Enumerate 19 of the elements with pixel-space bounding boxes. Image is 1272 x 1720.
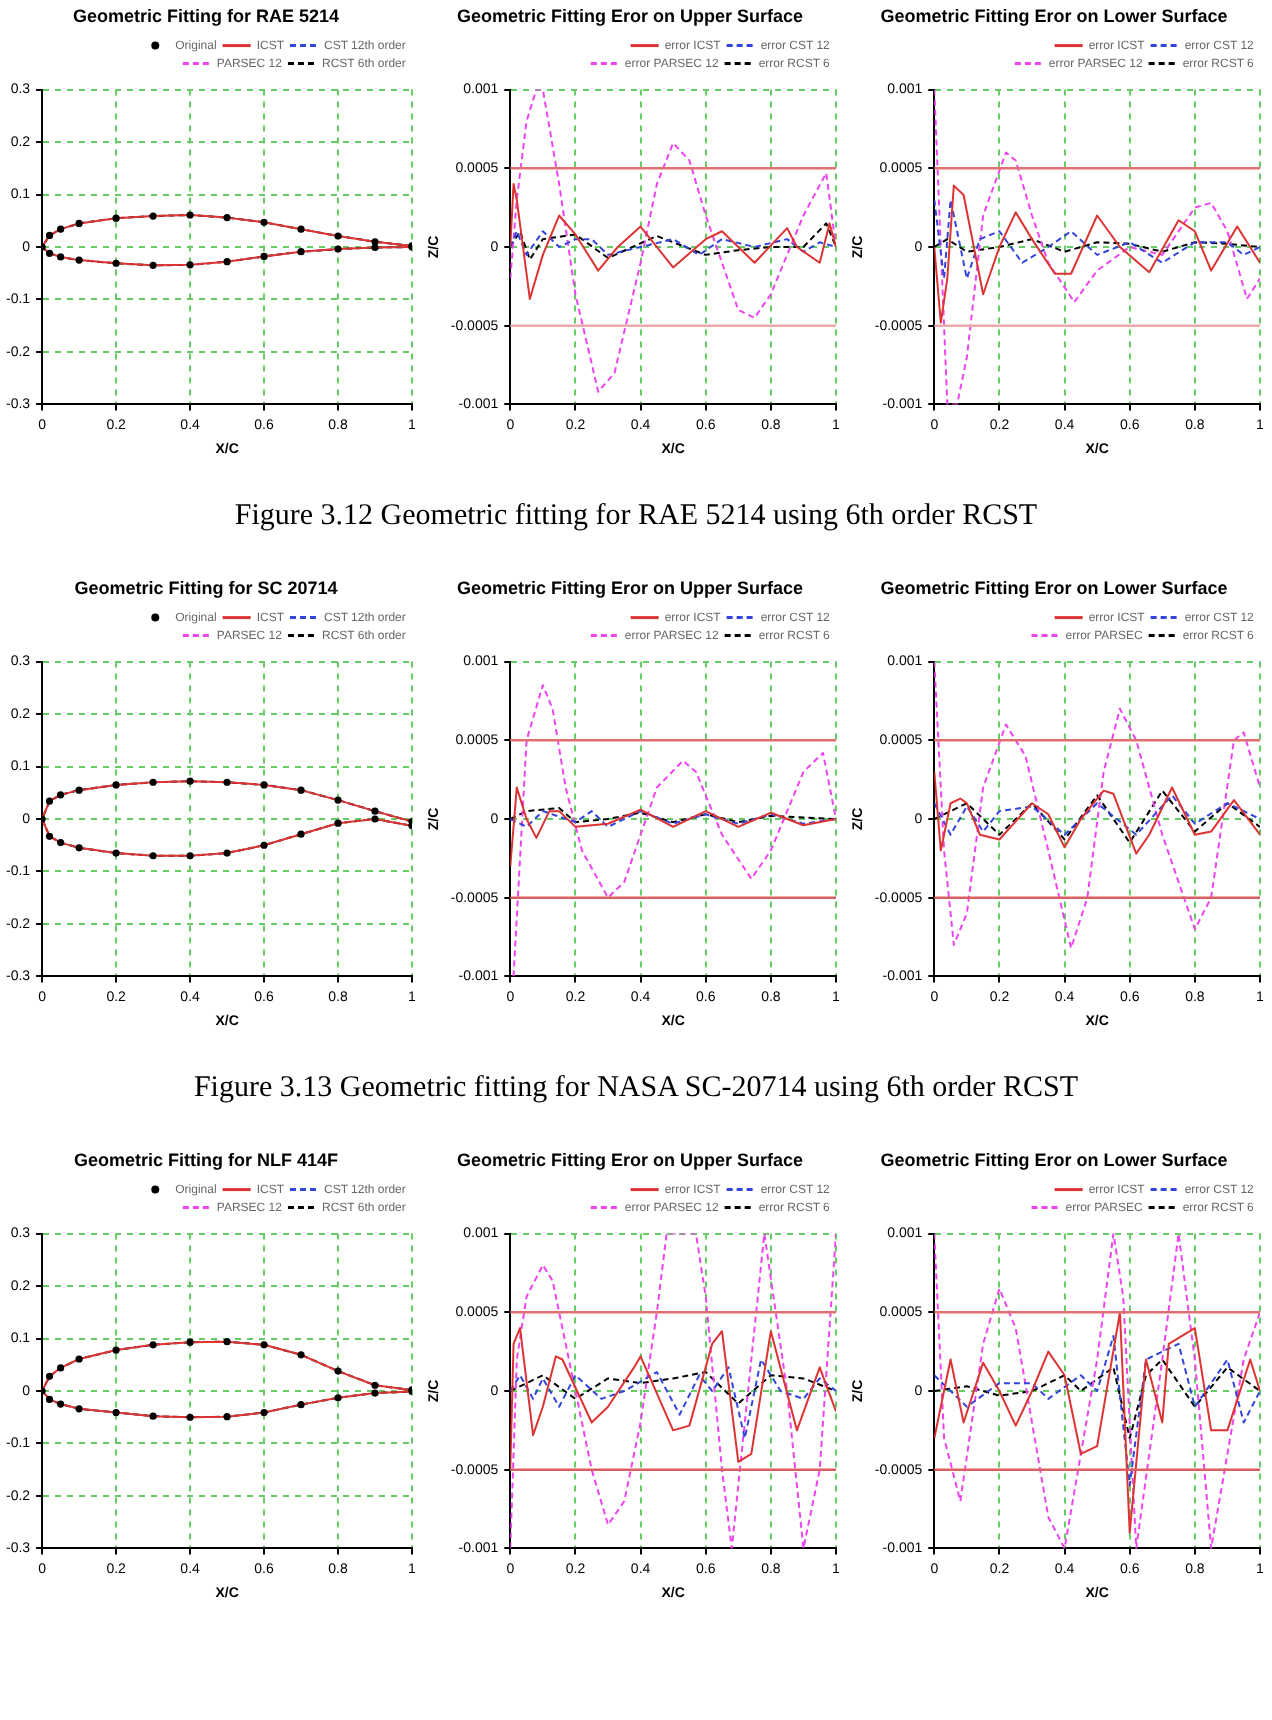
line-series — [510, 1233, 836, 1549]
chart-title: Geometric Fitting Eror on Lower Surface — [880, 5, 1228, 26]
chart-title: Geometric Fitting for SC 20714 — [74, 577, 338, 598]
line-series — [934, 198, 1260, 280]
caption: Figure 3.13 Geometric fitting for NASA SC-20714 using 6th order RCST — [193, 1071, 1079, 1105]
line-series — [934, 794, 1260, 836]
chart-title: Geometric Fitting Eror on Upper Surface — [456, 5, 804, 26]
chart-title: Geometric Fitting Eror on Upper Surface — [456, 577, 804, 598]
line-series — [934, 1233, 1260, 1549]
line-series — [934, 1334, 1260, 1487]
line-series — [510, 230, 836, 256]
chart-title: Geometric Fitting for RAE 5214 — [72, 5, 340, 26]
chart-title: Geometric Fitting Eror on Lower Surface — [880, 1149, 1228, 1170]
chart-title: Geometric Fitting Eror on Lower Surface — [880, 577, 1228, 598]
chart-title: Geometric Fitting for NLF 414F — [73, 1149, 340, 1170]
chart-title: Geometric Fitting Eror on Upper Surface — [456, 1149, 804, 1170]
line-series — [934, 89, 1260, 405]
caption: Figure 3.12 Geometric fitting for RAE 5214 using 6th order RCST — [234, 499, 1038, 533]
line-series — [510, 1358, 836, 1440]
